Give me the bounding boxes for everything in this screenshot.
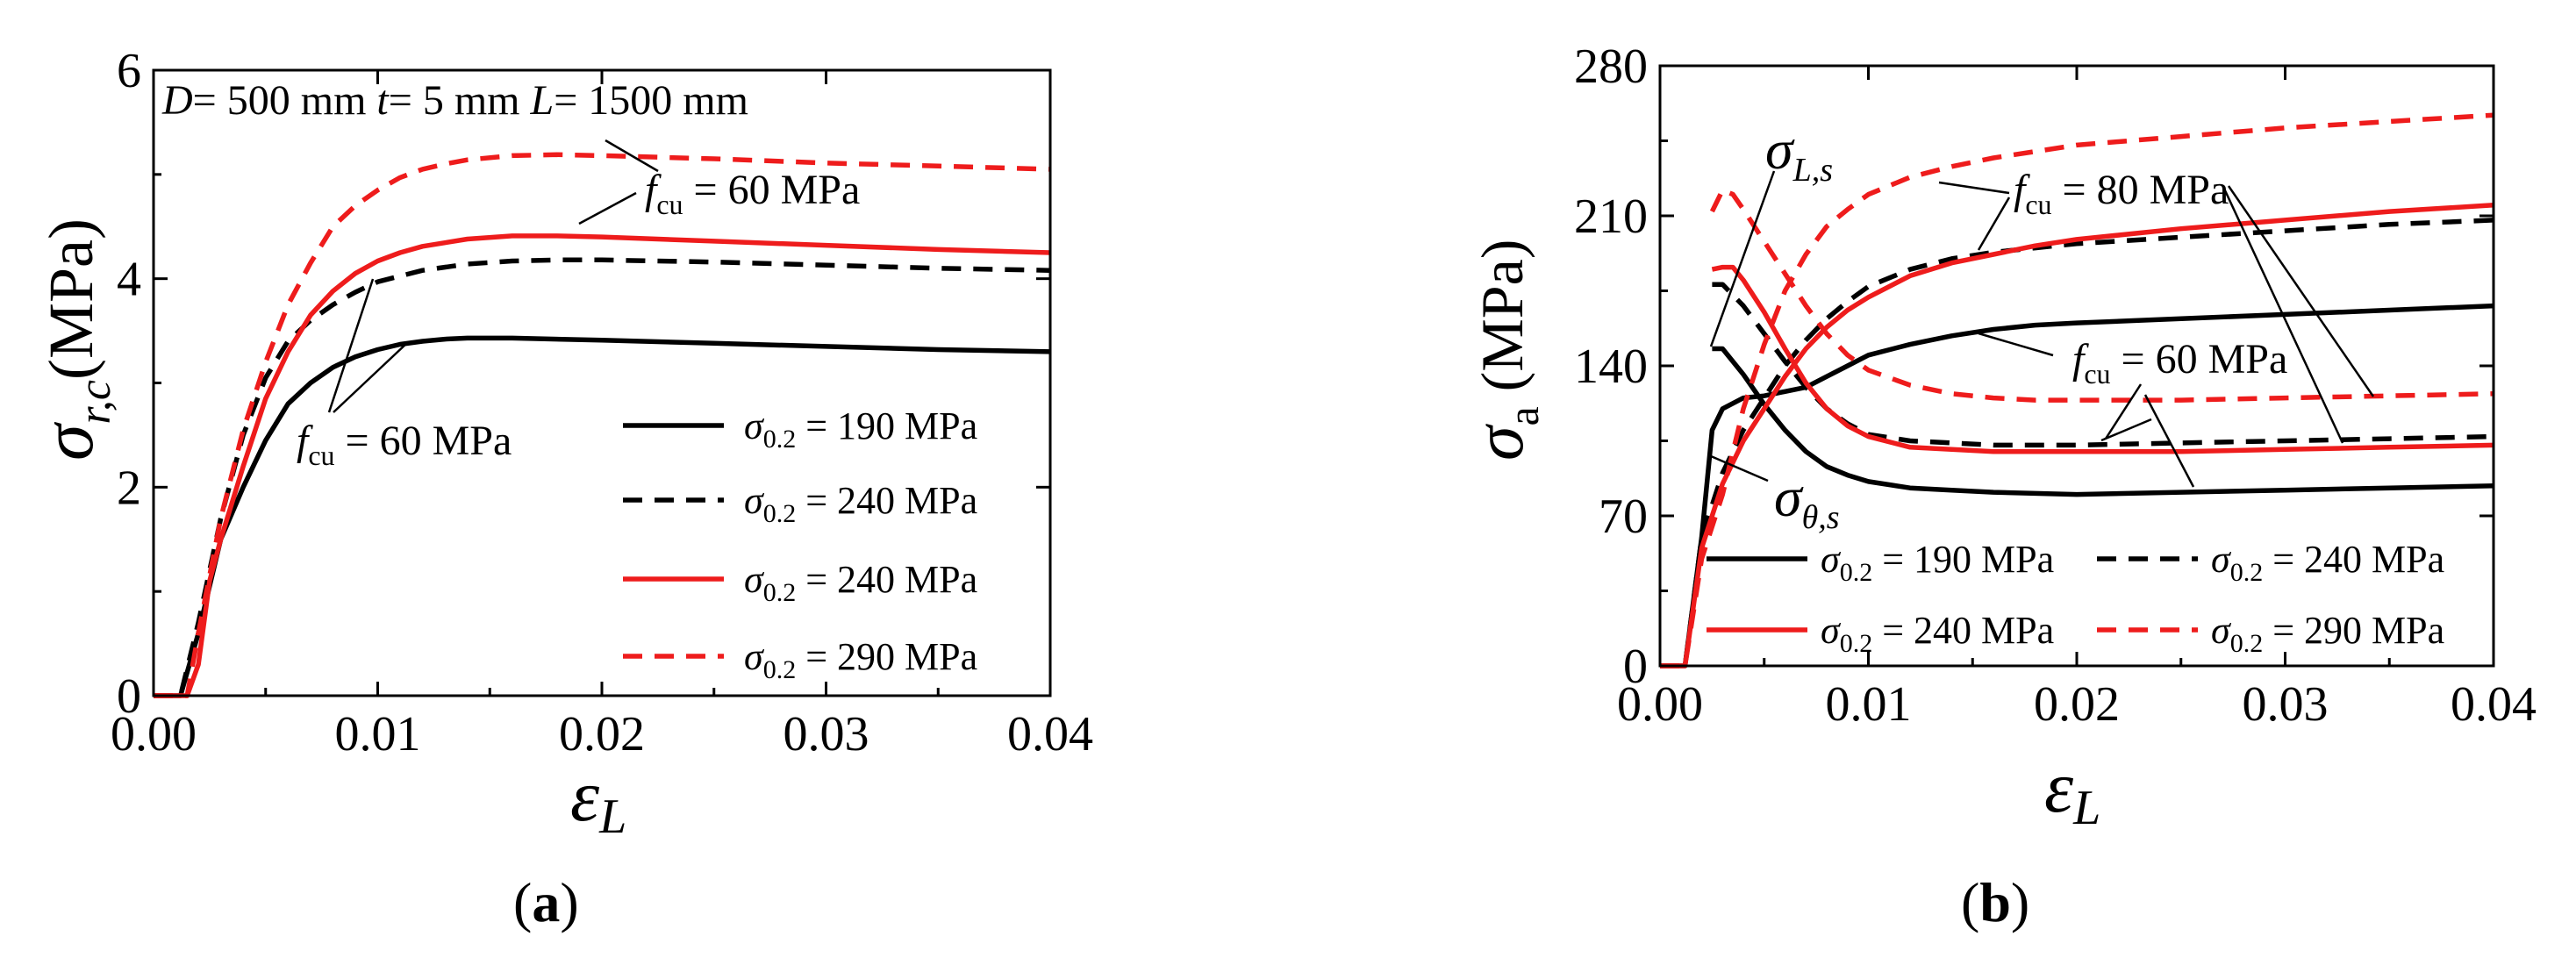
panel-b-x-tick-label-1: 0.00: [1617, 677, 1703, 732]
panel-b-y-tick-label-1: 0: [1623, 640, 1648, 694]
panel-b-y-tick-label-3: 140: [1574, 340, 1648, 394]
panel-a-y-tick-label-1: 0: [117, 669, 141, 724]
panel-a-x-tick-label-3: 0.02: [559, 707, 645, 761]
annotation-b-fcu-80: fcu = 80 MPa: [2014, 167, 2229, 220]
panel-a-y-tick-label-4: 6: [117, 44, 141, 98]
annotation-a-fcu-top: fcu = 60 MPa: [645, 167, 860, 220]
panel-a-header: D= 500 mm t= 5 mm L= 1500 mm: [161, 77, 748, 124]
panel-a-header-t: t: [376, 77, 390, 124]
panel-b-xlabel-subscript: L: [2072, 781, 2100, 835]
arrow-b-60-1: [1978, 332, 2054, 357]
annotation-b-fcu-60: fcu = 60 MPa: [2072, 336, 2287, 390]
panel-a-header-d: D: [161, 77, 193, 124]
panel-b-series: [1660, 112, 2494, 668]
arrow-a-bottom-2: [333, 341, 409, 413]
panel-a-plot-frame: [152, 68, 1052, 697]
panel-b-ylabel-subscript: a: [1499, 406, 1548, 425]
panel-a-annotations: fcu = 60 MPa fcu = 60 MPa: [297, 139, 860, 471]
panel-a-x-tick-label-1: 0.00: [111, 707, 197, 761]
panel-a: 0.00 0.01 0.02 0.03 0.04 0 2 4 6 D= 500 mm t= 5 m…: [27, 44, 1093, 933]
arrow-a-top-1: [605, 139, 659, 173]
legend-a-label-2: σ0.2 = 240 MPa: [744, 479, 977, 528]
arrow-b-80-2: [1977, 197, 2011, 251]
legend-b-label-3: σ0.2 = 240 MPa: [1821, 609, 2054, 658]
panel-b: 0.00 0.01 0.02 0.03 0.04 0 70 140 210 280 σa (MPa…: [1461, 39, 2537, 933]
panel-a-ylabel: σr,c(MPa): [27, 218, 120, 461]
panel-a-header-l: L: [530, 77, 555, 124]
panel-b-series-line-3: [1660, 218, 2494, 668]
panel-b-series-line-5: [1660, 203, 2494, 668]
panel-a-xlabel: εL: [570, 755, 626, 844]
panel-a-y-tick-label-3: 4: [117, 253, 141, 307]
legend-b-label-2: σ0.2 = 240 MPa: [2211, 538, 2444, 587]
panel-a-header-l-value: = 1500 mm: [554, 77, 748, 124]
panel-b-xlabel: εL: [2044, 747, 2100, 835]
panel-a-series-line-3: [154, 233, 1051, 698]
panel-a-label: (a): [513, 871, 579, 933]
panel-a-header-t-value: = 5 mm: [389, 77, 520, 124]
panel-a-series: [154, 152, 1051, 698]
legend-b-label-4: σ0.2 = 290 MPa: [2211, 609, 2444, 658]
legend-a-label-1: σ0.2 = 190 MPa: [744, 404, 977, 454]
panel-a-x-tick-label-4: 0.03: [784, 707, 869, 761]
arrow-b-80-3: [2222, 188, 2344, 444]
panel-a-x-tick-label-5: 0.04: [1007, 707, 1093, 761]
panel-a-x-tick-label-2: 0.01: [335, 707, 421, 761]
panel-b-ticks: 0.00 0.01 0.02 0.03 0.04 0 70 140 210 280: [1574, 39, 2537, 732]
panel-b-y-tick-label-2: 70: [1599, 490, 1648, 544]
legend-a-label-4: σ0.2 = 290 MPa: [744, 635, 977, 684]
panel-b-x-tick-label-2: 0.01: [1826, 677, 1912, 732]
arrow-b-60-2: [2104, 383, 2143, 440]
panel-a-xlabel-symbol: ε: [570, 755, 600, 837]
legend-b-label-1: σ0.2 = 190 MPa: [1821, 538, 2054, 587]
arrow-b-80-1: [1938, 181, 2010, 195]
panel-b-annotations: σL,s σθ,s fcu = 80 MPa fcu = 60 MPa: [1709, 118, 2375, 536]
arrow-b-80-4: [2227, 185, 2375, 397]
panel-a-legend: σ0.2 = 190 MPa σ0.2 = 240 MPa σ0.2 = 240…: [623, 404, 977, 684]
arrow-b-60-4: [2143, 394, 2195, 488]
panel-b-series-line-8: [1709, 187, 2494, 403]
arrow-b-60-3: [2100, 418, 2152, 442]
panel-b-legend: σ0.2 = 190 MPa σ0.2 = 240 MPa σ0.2 = 240…: [1707, 538, 2444, 658]
panel-a-xlabel-subscript: L: [598, 790, 626, 844]
panel-b-series-line-2: [1712, 346, 2494, 497]
panel-b-x-tick-label-3: 0.02: [2034, 677, 2120, 732]
panel-b-series-line-6: [1711, 264, 2494, 454]
panel-b-x-tick-label-4: 0.03: [2243, 677, 2329, 732]
panel-b-y-tick-label-4: 210: [1574, 189, 1648, 244]
panel-b-y-tick-label-5: 280: [1574, 39, 1648, 94]
panel-b-x-tick-label-5: 0.04: [2451, 677, 2537, 732]
annotation-a-fcu-bottom: fcu = 60 MPa: [297, 418, 512, 471]
panel-b-xlabel-symbol: ε: [2044, 747, 2074, 828]
arrow-a-top-2: [578, 191, 637, 225]
arrow-b-thetas-1: [1710, 454, 1769, 483]
panel-a-ticks: 0.00 0.01 0.02 0.03 0.04 0 2 4 6: [111, 44, 1093, 761]
panel-b-ylabel-unit: (MPa): [1469, 240, 1535, 407]
panel-b-ylabel: σa (MPa): [1461, 240, 1548, 461]
panel-b-series-line-1: [1660, 303, 2494, 668]
panel-a-ylabel-subscript: r,c: [70, 380, 120, 425]
panel-a-y-tick-label-2: 2: [117, 461, 141, 515]
panel-b-ylabel-symbol: σ: [1461, 424, 1538, 461]
arrow-b-ls-1: [1709, 170, 1776, 347]
panel-b-label: (b): [1961, 871, 2029, 933]
arrow-a-bottom-1: [327, 278, 375, 413]
panel-a-header-d-value: = 500 mm: [193, 77, 367, 124]
panel-a-series-line-2: [154, 257, 1051, 698]
panel-a-series-line-4: [154, 152, 1051, 698]
annotation-b-sigma-ls: σL,s: [1765, 118, 1833, 189]
panel-a-ylabel-symbol: σ: [27, 421, 109, 461]
panel-a-ylabel-unit: (MPa): [36, 218, 106, 380]
annotation-b-sigma-thetas: σθ,s: [1774, 466, 1840, 536]
legend-a-label-3: σ0.2 = 240 MPa: [744, 558, 977, 607]
